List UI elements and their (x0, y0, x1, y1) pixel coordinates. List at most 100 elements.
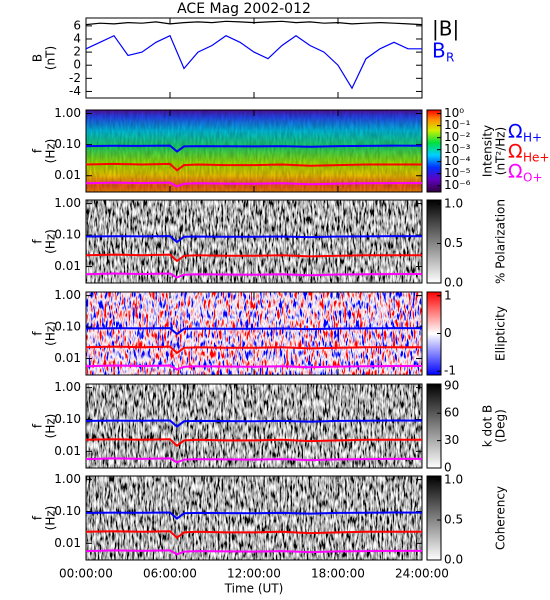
colorbar-label: (nT²/Hz) (494, 127, 508, 175)
x-axis-label: Time (UT) (224, 582, 284, 596)
panel: 1.00 0.10 0.01 f (Hz) -1 0 1 Ellipticity (31, 288, 508, 378)
series-line (85, 272, 422, 279)
colorbar-label: Intensity (481, 125, 495, 177)
y-tick-label: -4 (69, 84, 81, 98)
x-tick-label: 18:00:00 (311, 567, 365, 581)
legend-subscript: R (446, 51, 454, 65)
y-axis-label: f (31, 331, 45, 336)
legend-subscript: H+ (523, 131, 542, 145)
series-line (85, 144, 423, 153)
panel: 1.00 0.10 0.01 f (Hz) 0 30 60 90 k dot B (Deg) (31, 378, 508, 474)
series-line (85, 327, 423, 336)
y-axis-label: f (31, 239, 45, 244)
y-tick-label: 0.10 (54, 137, 81, 151)
colorbar-tick-label: 10⁻⁶ (444, 178, 471, 192)
colorbar-tick-label: 10⁻⁴ (444, 154, 471, 168)
y-axis-label: (Hz) (44, 321, 58, 346)
y-tick-label: 0.10 (54, 504, 81, 518)
y-tick-label: 0.01 (54, 536, 81, 550)
series-line (85, 235, 423, 244)
y-tick-label: 1.00 (54, 472, 81, 486)
colorbar (426, 109, 442, 193)
colorbar-label: Coherency (494, 486, 508, 550)
legend-subscript: He+ (523, 151, 549, 165)
spectrogram-image (86, 476, 422, 560)
y-tick-label: 4 (73, 31, 81, 45)
series-line (85, 34, 422, 90)
y-axis-label: (Hz) (44, 229, 58, 254)
y-tick-label: 6 (73, 18, 81, 32)
colorbar-tick-label: 0 (444, 326, 452, 340)
legend-label: Ω (508, 141, 523, 163)
colorbar-tick-label: 90 (444, 378, 459, 392)
y-axis-label: f (31, 515, 45, 520)
colorbar-label: (Deg) (494, 409, 508, 443)
y-tick-label: 1.00 (54, 106, 81, 120)
y-tick-label: -2 (69, 71, 81, 85)
colorbar-tick-label: 1.0 (444, 473, 463, 487)
colorbar-tick-label: 0.5 (444, 236, 463, 250)
series-line (85, 20, 423, 26)
colorbar-tick-label: 60 (444, 406, 459, 420)
series-line (85, 345, 422, 355)
colorbar-tick-label: 0.0 (444, 553, 463, 567)
y-tick-label: 1.00 (54, 196, 81, 210)
colorbar-tick-label: -1 (444, 364, 456, 378)
y-tick-label: 0 (73, 58, 81, 72)
legend-subscript: O+ (523, 171, 543, 185)
legend-label: Ω (508, 121, 523, 143)
legend-label: |B| (432, 17, 459, 41)
panel: 1.000.100.01f (Hz)Ω H+Ω He+Ω O+10⁰10⁻¹10⁻²10… (31, 106, 549, 193)
colorbar-tick-label: 10⁻⁵ (444, 166, 471, 180)
panel: 1.00 0.10 0.01 f (Hz) 0.0 0.5 1.0 % Polarization (31, 196, 508, 289)
y-axis-label: f (31, 423, 45, 428)
legend-label: Ω (508, 161, 523, 183)
series-line (85, 549, 422, 556)
colorbar-tick-label: 10⁰ (444, 106, 464, 120)
series-line (85, 419, 423, 428)
colorbar-tick-label: 0 (444, 461, 452, 475)
spectrogram-image (86, 200, 422, 283)
y-axis-label: (Hz) (44, 506, 58, 531)
y-tick-label: 0.10 (54, 412, 81, 426)
series-line (85, 530, 422, 540)
series-line (85, 438, 422, 448)
colorbar-tick-label: 1.0 (444, 196, 463, 210)
plot-frame (85, 17, 423, 99)
colorbar-label: k dot B (481, 405, 495, 447)
colorbar-tick-label: 1 (444, 288, 452, 302)
spectrogram-image (86, 292, 422, 375)
spectrogram-texture (86, 110, 422, 192)
series-line (85, 364, 422, 371)
y-tick-label: 0.01 (54, 168, 81, 182)
legend-label: B (432, 39, 446, 63)
y-axis-label: (nT) (44, 46, 58, 70)
colorbar-label: % Polarization (494, 199, 508, 284)
y-axis-label: (Hz) (44, 139, 58, 164)
spectrogram-image (86, 384, 422, 468)
y-tick-label: 0.01 (54, 259, 81, 273)
y-tick-label: 1.00 (54, 288, 81, 302)
y-axis-label: f (31, 148, 45, 153)
colorbar (426, 383, 442, 469)
x-tick-label: 12:00:00 (227, 567, 281, 581)
colorbar-tick-label: 30 (444, 433, 459, 447)
y-tick-label: 0.01 (54, 444, 81, 458)
y-axis-label: B (31, 54, 45, 62)
x-tick-label: 06:00:00 (143, 567, 197, 581)
y-tick-label: 1.00 (54, 380, 81, 394)
series-line (85, 253, 422, 263)
y-tick-label: 0.10 (54, 320, 81, 334)
colorbar-label: Ellipticity (494, 306, 508, 361)
panel: 1.00 0.10 0.01 f (Hz) 00:00:00 06:00:00 12:00:0… (31, 472, 508, 595)
x-tick-label: 00:00:00 (59, 567, 113, 581)
series-line (85, 511, 423, 520)
series-line (85, 162, 422, 172)
y-tick-label: 2 (73, 45, 81, 59)
colorbar-tick-label: 0.0 (444, 276, 463, 290)
x-tick-label: 24:00:00 (395, 567, 449, 581)
chart-title: ACE Mag 2002-012 (177, 1, 311, 17)
